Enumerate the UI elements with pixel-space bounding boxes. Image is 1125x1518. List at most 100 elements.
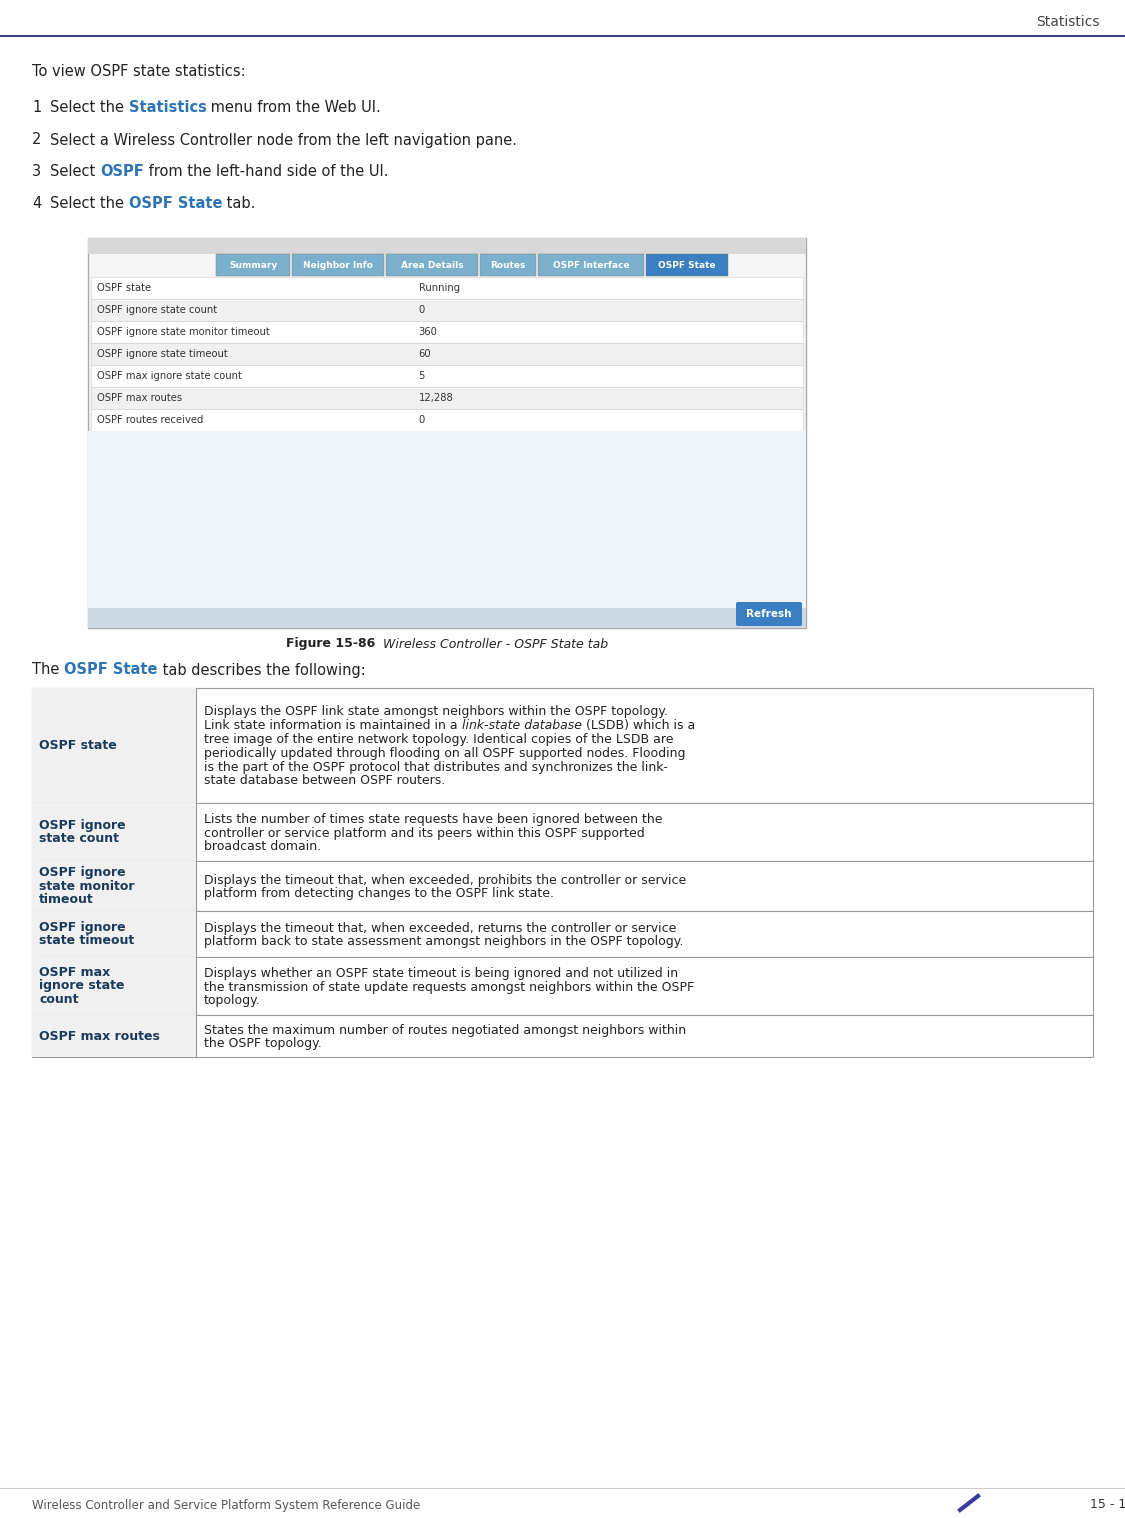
FancyBboxPatch shape: [386, 254, 478, 276]
Text: topology.: topology.: [204, 994, 261, 1008]
Text: OSPF max: OSPF max: [39, 965, 110, 979]
Text: ignore state: ignore state: [39, 979, 125, 993]
Text: OSPF ignore state monitor timeout: OSPF ignore state monitor timeout: [97, 326, 270, 337]
Text: is the part of the OSPF protocol that distributes and synchronizes the link-: is the part of the OSPF protocol that di…: [204, 761, 668, 774]
Text: Neighbor Info: Neighbor Info: [303, 261, 374, 270]
Text: the OSPF topology.: the OSPF topology.: [204, 1037, 322, 1050]
FancyBboxPatch shape: [538, 254, 644, 276]
Text: Statistics: Statistics: [128, 100, 207, 115]
Text: 4: 4: [32, 196, 42, 211]
Text: OSPF ignore state count: OSPF ignore state count: [97, 305, 217, 316]
Text: platform from detecting changes to the OSPF link state.: platform from detecting changes to the O…: [204, 888, 554, 900]
Text: Displays the timeout that, when exceeded, returns the controller or service: Displays the timeout that, when exceeded…: [204, 921, 676, 935]
Text: the transmission of state update requests amongst neighbors within the OSPF: the transmission of state update request…: [204, 981, 694, 993]
FancyBboxPatch shape: [88, 238, 806, 628]
FancyBboxPatch shape: [736, 603, 802, 625]
Text: OSPF max routes: OSPF max routes: [97, 393, 182, 402]
Text: menu from the Web UI.: menu from the Web UI.: [207, 100, 381, 115]
FancyBboxPatch shape: [88, 431, 806, 609]
Text: 3: 3: [32, 164, 42, 179]
FancyBboxPatch shape: [91, 276, 803, 299]
Text: OSPF max ignore state count: OSPF max ignore state count: [97, 370, 242, 381]
Text: 1: 1: [32, 100, 42, 115]
Text: OSPF State: OSPF State: [658, 261, 716, 270]
FancyBboxPatch shape: [32, 861, 1094, 911]
Text: 0: 0: [418, 305, 425, 316]
FancyBboxPatch shape: [32, 956, 196, 1016]
Text: OSPF Interface: OSPF Interface: [552, 261, 629, 270]
FancyBboxPatch shape: [32, 911, 1094, 956]
Text: OSPF state: OSPF state: [97, 282, 151, 293]
Text: 2: 2: [32, 132, 42, 147]
Text: Displays the timeout that, when exceeded, prohibits the controller or service: Displays the timeout that, when exceeded…: [204, 873, 686, 887]
Text: periodically updated through flooding on all OSPF supported nodes. Flooding: periodically updated through flooding on…: [204, 747, 685, 761]
FancyBboxPatch shape: [88, 238, 806, 254]
Text: The: The: [32, 662, 64, 677]
Text: Displays the OSPF link state amongst neighbors within the OSPF topology.: Displays the OSPF link state amongst nei…: [204, 706, 668, 718]
Text: OSPF State: OSPF State: [64, 662, 158, 677]
FancyBboxPatch shape: [32, 956, 1094, 1016]
Text: OSPF state: OSPF state: [39, 739, 117, 751]
Text: 360: 360: [418, 326, 438, 337]
Text: link-state database: link-state database: [461, 720, 582, 732]
Text: Refresh: Refresh: [746, 609, 792, 619]
Text: Figure 15-86: Figure 15-86: [286, 638, 375, 651]
Text: OSPF routes received: OSPF routes received: [97, 414, 204, 425]
FancyBboxPatch shape: [91, 387, 803, 408]
Text: OSPF: OSPF: [100, 164, 144, 179]
Text: Wireless Controller - OSPF State tab: Wireless Controller - OSPF State tab: [375, 638, 609, 651]
Text: state monitor: state monitor: [39, 879, 135, 893]
FancyBboxPatch shape: [91, 343, 803, 364]
Text: from the left-hand side of the UI.: from the left-hand side of the UI.: [144, 164, 388, 179]
Text: controller or service platform and its peers within this OSPF supported: controller or service platform and its p…: [204, 826, 645, 839]
Text: platform back to state assessment amongst neighbors in the OSPF topology.: platform back to state assessment amongs…: [204, 935, 683, 949]
FancyBboxPatch shape: [646, 254, 728, 276]
Text: Routes: Routes: [490, 261, 525, 270]
Text: tab describes the following:: tab describes the following:: [158, 662, 366, 677]
Text: Lists the number of times state requests have been ignored between the: Lists the number of times state requests…: [204, 812, 663, 826]
Text: 0: 0: [418, 414, 425, 425]
Text: Select: Select: [50, 164, 100, 179]
Text: OSPF State: OSPF State: [128, 196, 222, 211]
Text: OSPF max routes: OSPF max routes: [39, 1029, 160, 1043]
Text: OSPF ignore state timeout: OSPF ignore state timeout: [97, 349, 227, 358]
Text: 60: 60: [418, 349, 431, 358]
Text: (LSDB) which is a: (LSDB) which is a: [582, 720, 695, 732]
Text: tab.: tab.: [222, 196, 255, 211]
Text: To view OSPF state statistics:: To view OSPF state statistics:: [32, 64, 245, 79]
FancyBboxPatch shape: [32, 1016, 1094, 1057]
Text: 15 - 130: 15 - 130: [1090, 1498, 1125, 1512]
FancyBboxPatch shape: [91, 364, 803, 387]
FancyBboxPatch shape: [91, 299, 803, 320]
Text: Summary: Summary: [228, 261, 277, 270]
Text: OSPF ignore: OSPF ignore: [39, 865, 126, 879]
Text: Link state information is maintained in a: Link state information is maintained in …: [204, 720, 461, 732]
Text: Select a Wireless Controller node from the left navigation pane.: Select a Wireless Controller node from t…: [50, 132, 518, 147]
FancyBboxPatch shape: [32, 911, 196, 956]
FancyBboxPatch shape: [32, 1016, 196, 1057]
Text: Running: Running: [418, 282, 460, 293]
Text: States the maximum number of routes negotiated amongst neighbors within: States the maximum number of routes nego…: [204, 1023, 686, 1037]
Text: Select the: Select the: [50, 100, 128, 115]
Text: state count: state count: [39, 832, 119, 846]
Text: Area Details: Area Details: [400, 261, 464, 270]
Text: Displays whether an OSPF state timeout is being ignored and not utilized in: Displays whether an OSPF state timeout i…: [204, 967, 678, 979]
FancyBboxPatch shape: [32, 803, 196, 861]
FancyBboxPatch shape: [32, 803, 1094, 861]
FancyBboxPatch shape: [88, 609, 806, 628]
Text: Wireless Controller and Service Platform System Reference Guide: Wireless Controller and Service Platform…: [32, 1500, 421, 1512]
Text: broadcast domain.: broadcast domain.: [204, 841, 321, 853]
FancyBboxPatch shape: [480, 254, 536, 276]
FancyBboxPatch shape: [91, 408, 803, 431]
Text: Statistics: Statistics: [1036, 15, 1100, 29]
FancyBboxPatch shape: [216, 254, 290, 276]
Text: 5: 5: [418, 370, 425, 381]
Text: 12,288: 12,288: [418, 393, 453, 402]
Text: state database between OSPF routers.: state database between OSPF routers.: [204, 774, 446, 788]
Text: OSPF ignore: OSPF ignore: [39, 818, 126, 832]
Text: timeout: timeout: [39, 893, 93, 906]
Text: count: count: [39, 993, 79, 1006]
Text: tree image of the entire network topology. Identical copies of the LSDB are: tree image of the entire network topolog…: [204, 733, 674, 747]
FancyBboxPatch shape: [91, 320, 803, 343]
FancyBboxPatch shape: [32, 688, 196, 803]
